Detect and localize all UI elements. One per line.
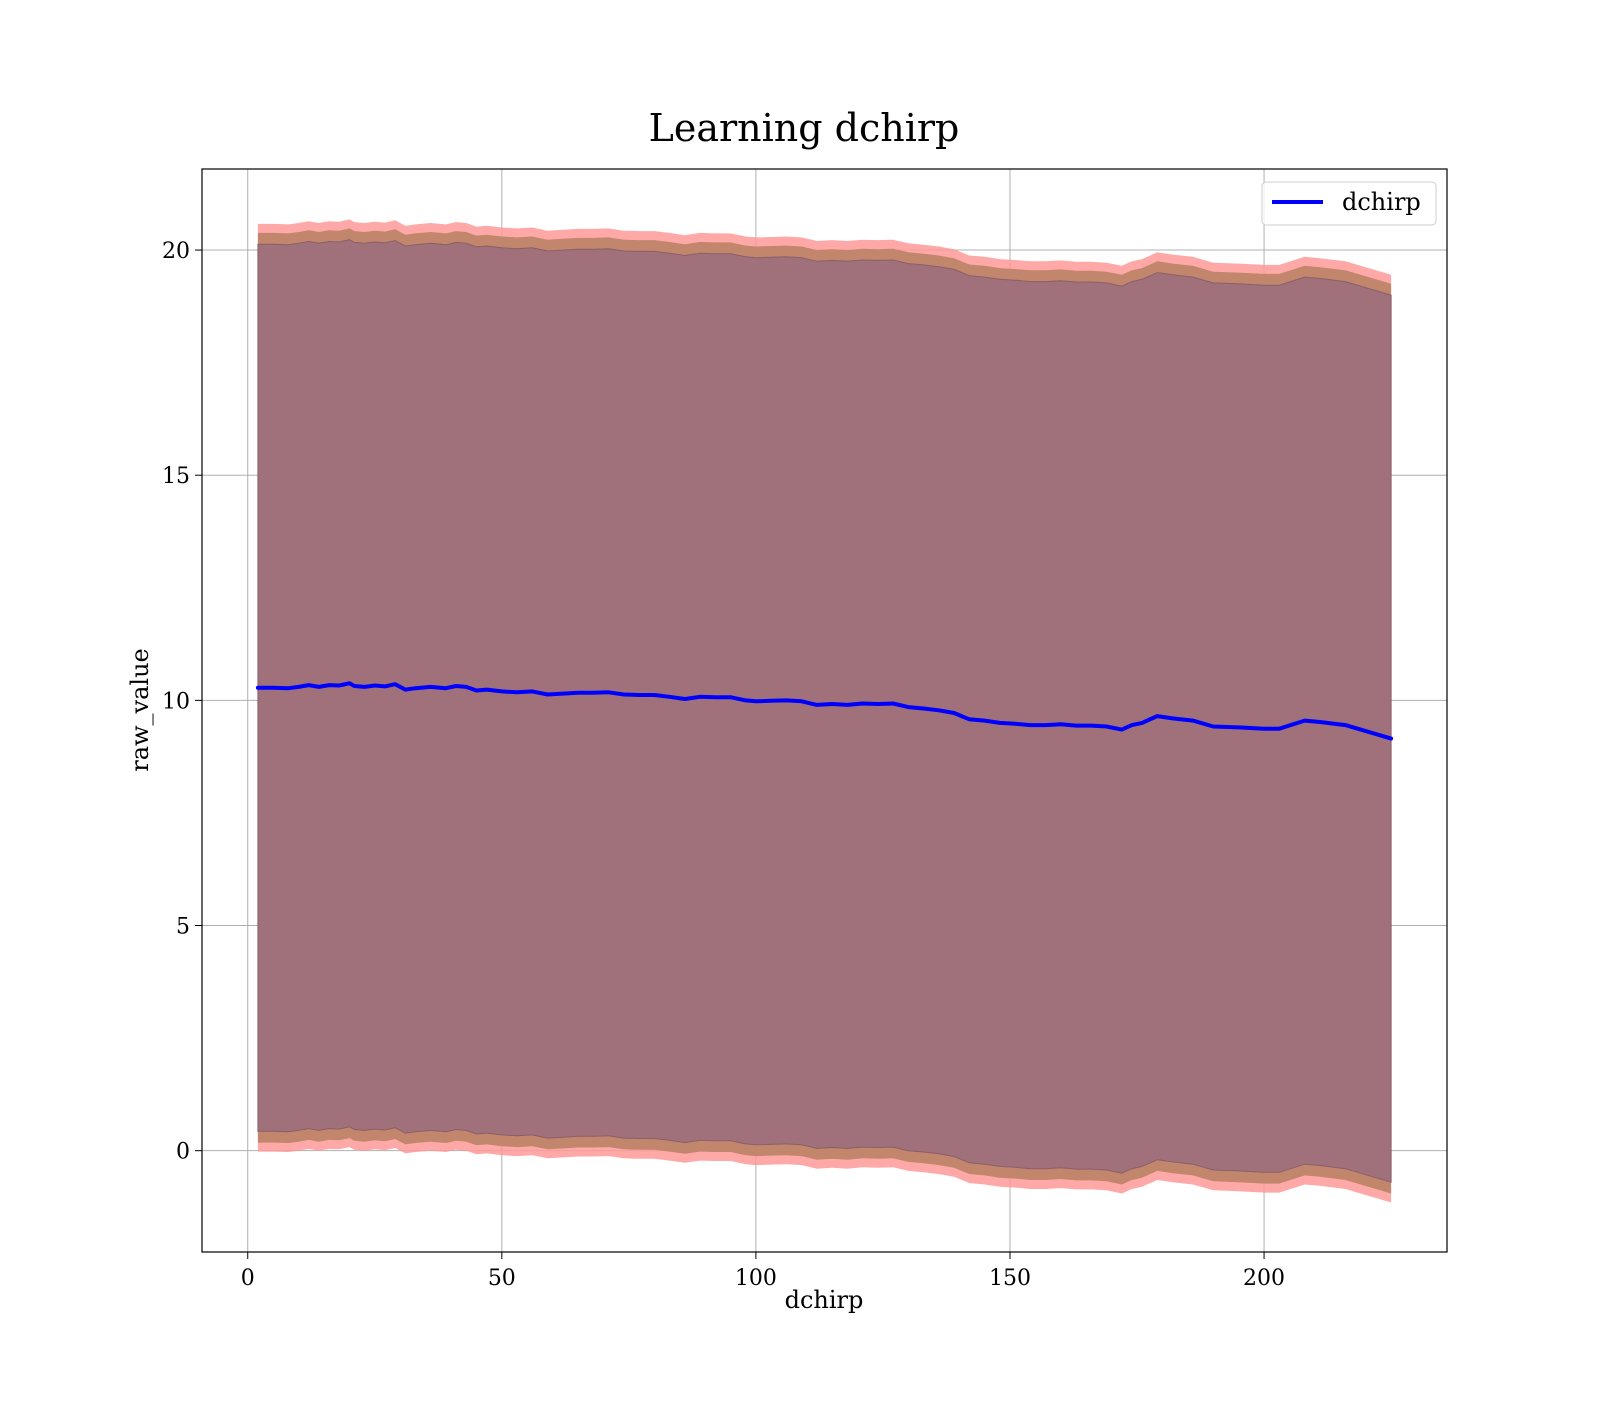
inner-band xyxy=(257,239,1392,1183)
plot-area-frame xyxy=(201,168,1448,1253)
x-tick-label: 200 xyxy=(1243,1266,1285,1291)
x-tick-label: 150 xyxy=(989,1266,1031,1291)
x-axis-label: dchirp xyxy=(785,1286,864,1314)
legend-entry-dchirp: dchirp xyxy=(1342,188,1421,216)
x-tick-label: 50 xyxy=(488,1266,516,1291)
series-lines xyxy=(255,681,1394,741)
chart-title: Learning dchirp xyxy=(649,106,960,150)
axis-ticks: 0 50 100 150 200 0 5 10 15 20 xyxy=(162,239,1285,1291)
legend: dchirp xyxy=(1261,181,1437,226)
y-tick-label: 5 xyxy=(176,915,190,940)
x-tick-label: 100 xyxy=(735,1266,777,1291)
legend-box xyxy=(1261,181,1437,226)
y-tick-label: 20 xyxy=(162,239,190,264)
series-line-dchirp xyxy=(255,681,1394,741)
x-tick-label: 0 xyxy=(241,1266,255,1291)
y-tick-label: 10 xyxy=(162,689,190,714)
y-tick-label: 15 xyxy=(162,464,190,489)
y-axis-label: raw_value xyxy=(126,648,154,772)
confidence-bands xyxy=(257,219,1392,1203)
y-tick-label: 0 xyxy=(176,1140,190,1165)
